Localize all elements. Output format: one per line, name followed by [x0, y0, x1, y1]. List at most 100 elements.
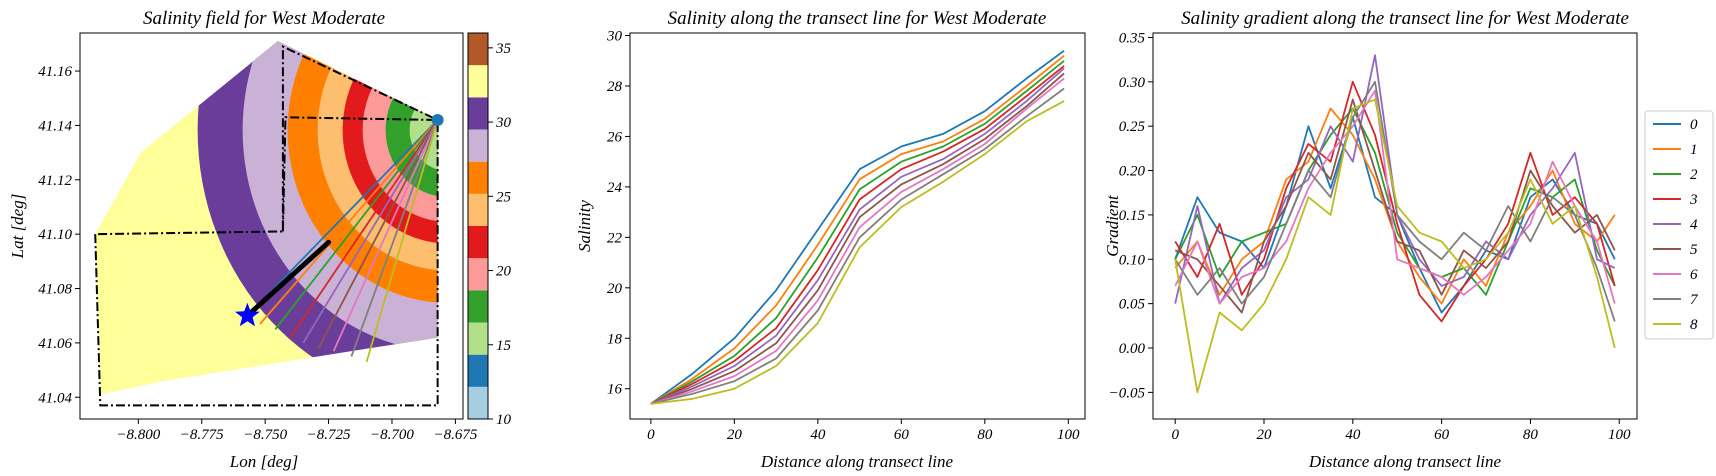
- colorbar-tick-label: 10: [496, 412, 512, 428]
- colorbar-cell: [468, 322, 488, 355]
- y-tick-label: 41.12: [38, 173, 72, 189]
- map-title: Salinity field for West Moderate: [143, 8, 385, 29]
- y-tick-label: 0.35: [1119, 30, 1146, 46]
- gradient-frame: [1152, 32, 1638, 420]
- colorbar-cell: [468, 161, 488, 194]
- y-tick-label: 18: [607, 331, 623, 347]
- legend-label: 1: [1690, 142, 1698, 158]
- legend-label: 5: [1690, 242, 1698, 258]
- y-tick-label: 24: [607, 180, 623, 196]
- series-line-8: [650, 100, 1065, 405]
- gradient-ylabel: Gradient: [1103, 194, 1122, 257]
- legend-label: 3: [1689, 192, 1698, 208]
- y-tick-label: 30: [606, 29, 623, 45]
- series-line-4: [1174, 54, 1616, 305]
- colorbar-cells: [468, 33, 488, 419]
- x-tick-label: 80: [1523, 427, 1539, 443]
- colorbar-tick-label: 25: [496, 189, 512, 205]
- x-tick-label: 40: [1345, 427, 1361, 443]
- series-line-5: [650, 72, 1065, 405]
- series-line-2: [650, 60, 1065, 405]
- y-tick-label: 0.05: [1119, 297, 1146, 313]
- salinity-ylabel: Salinity: [575, 200, 594, 252]
- map-xlabel: Lon [deg]: [229, 452, 298, 471]
- colorbar-cell: [468, 129, 488, 162]
- series-line-5: [1174, 98, 1616, 314]
- salinity-x-ticks: 0 20 40 60 80 100: [647, 419, 1080, 443]
- x-tick-label: −8.800: [116, 427, 160, 443]
- legend-label: 8: [1690, 317, 1698, 333]
- x-tick-label: −8.725: [307, 427, 351, 443]
- colorbar: 10 15 20 25 30 35: [467, 32, 512, 428]
- legend-items: 0 1 2 3 4 5 6 7 8: [1653, 117, 1699, 333]
- map-ylabel: Lat [deg]: [8, 194, 27, 260]
- y-tick-label: 0.25: [1119, 119, 1146, 135]
- transect-line: [332, 119, 439, 352]
- x-tick-label: 20: [727, 427, 743, 443]
- transect-line: [302, 119, 439, 344]
- y-tick-label: 26: [607, 129, 623, 145]
- colorbar-frame: [467, 32, 489, 420]
- x-tick-label: 100: [1057, 427, 1080, 443]
- series-line-6: [650, 77, 1065, 405]
- transect-line: [365, 119, 439, 363]
- series-line-0: [650, 49, 1065, 405]
- colorbar-cell: [468, 290, 488, 323]
- x-tick-label: 20: [1257, 427, 1273, 443]
- gradient-xlabel: Distance along transect line: [1308, 452, 1502, 471]
- colorbar-tick-label: 20: [496, 264, 512, 280]
- series-line-4: [650, 67, 1065, 405]
- x-tick-label: 40: [810, 427, 826, 443]
- source-marker: [431, 113, 444, 126]
- y-tick-label: 0.10: [1119, 252, 1146, 268]
- legend-label: 2: [1690, 167, 1698, 183]
- y-tick-label: 22: [607, 230, 623, 246]
- salinity-transect-panel: Salinity along the transect line for Wes…: [575, 8, 1086, 471]
- map-y-ticks: 41.04 41.06 41.08 41.10 41.12 41.14 41.16: [38, 64, 80, 406]
- series-line-1: [650, 54, 1065, 405]
- x-tick-label: 0: [1171, 427, 1179, 443]
- colorbar-cell: [468, 33, 488, 66]
- map-x-ticks: −8.800 −8.775 −8.750 −8.725 −8.700 −8.675: [116, 419, 478, 443]
- y-tick-label: 28: [607, 79, 623, 95]
- legend-label: 6: [1690, 267, 1698, 283]
- y-tick-label: 41.10: [38, 227, 72, 243]
- series-line-3: [650, 65, 1065, 405]
- x-tick-label: −8.750: [243, 427, 287, 443]
- series-line-6: [1174, 89, 1616, 305]
- y-tick-label: 41.14: [38, 118, 72, 134]
- y-tick-label: 41.06: [38, 336, 72, 352]
- colorbar-cell: [468, 193, 488, 226]
- y-tick-label: 41.08: [38, 282, 72, 298]
- colorbar-cell: [468, 354, 488, 387]
- y-tick-label: 0.00: [1119, 341, 1146, 357]
- colorbar-cell: [468, 386, 488, 419]
- transect-line: [317, 119, 439, 349]
- colorbar-ticks: 10 15 20 25 30 35: [488, 41, 512, 428]
- map-overlay: [94, 45, 444, 407]
- y-tick-label: 41.04: [38, 390, 72, 406]
- x-tick-label: 60: [894, 427, 910, 443]
- star-marker: [235, 302, 260, 327]
- transect-line: [274, 119, 439, 330]
- x-tick-label: −8.775: [180, 427, 224, 443]
- series-line-7: [650, 87, 1065, 405]
- x-tick-label: −8.700: [370, 427, 414, 443]
- colorbar-cell: [468, 258, 488, 291]
- legend-label: 4: [1690, 217, 1698, 233]
- salinity-series: [650, 49, 1065, 405]
- y-tick-label: 16: [607, 382, 623, 398]
- gradient-title: Salinity gradient along the transect lin…: [1181, 8, 1629, 29]
- transect-line: [289, 119, 439, 338]
- salinity-frame: [629, 32, 1086, 420]
- transect-line: [246, 119, 439, 317]
- y-tick-label: 0.15: [1119, 208, 1146, 224]
- transect-main: [244, 239, 332, 319]
- y-tick-label: 20: [607, 281, 623, 297]
- gradient-transect-panel: Salinity gradient along the transect lin…: [1103, 8, 1638, 471]
- colorbar-tick-label: 15: [496, 338, 512, 354]
- colorbar-cell: [468, 97, 488, 130]
- gradient-y-ticks: −0.05 0.00 0.05 0.10 0.15 0.20 0.25 0.30 0.35: [1109, 30, 1153, 401]
- x-tick-label: 80: [977, 427, 993, 443]
- salinity-title: Salinity along the transect line for Wes…: [668, 8, 1047, 29]
